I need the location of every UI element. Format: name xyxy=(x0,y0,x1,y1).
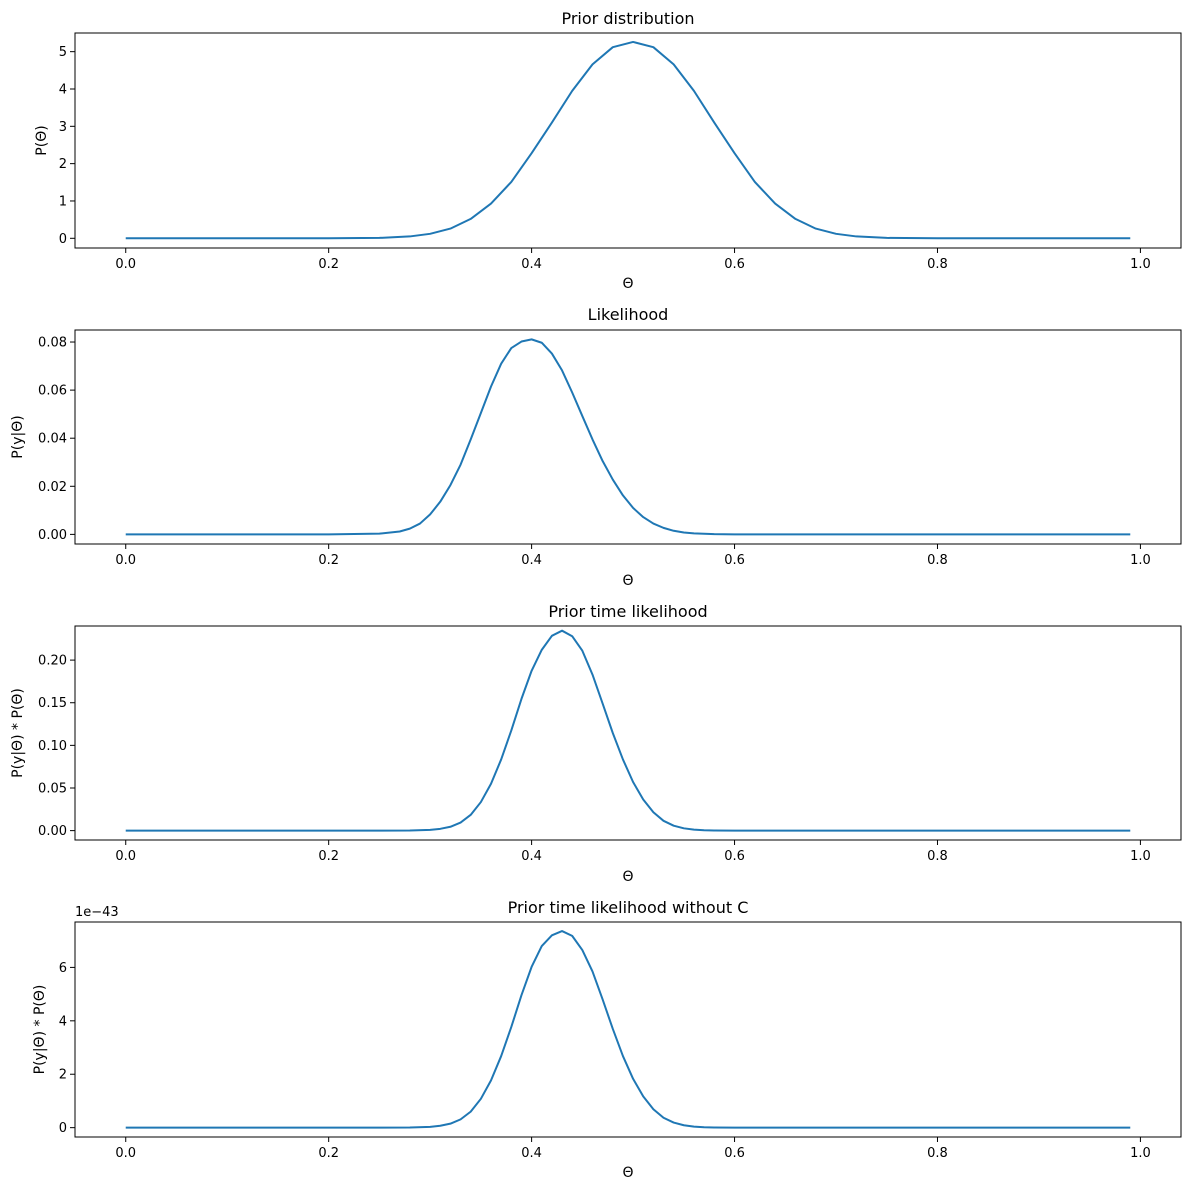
series-line xyxy=(125,338,1131,536)
x-tick-label: 0.8 xyxy=(927,1146,948,1161)
subplot-title: Prior time likelihood xyxy=(548,602,707,621)
y-tick-label: 0 xyxy=(59,1121,67,1136)
x-tick-label: 0.2 xyxy=(318,257,339,272)
y-tick-label: 5 xyxy=(59,45,67,60)
subplot-prior-time-likelihood: Prior time likelihood Θ P(y|Θ) * P(Θ) 0.… xyxy=(10,602,1182,885)
axes-frame xyxy=(74,32,1182,249)
x-tick-label: 1.0 xyxy=(1130,553,1151,568)
y-tick-label: 1 xyxy=(59,194,67,209)
y-tick-label: 0.15 xyxy=(38,696,67,711)
y-tick-label: 4 xyxy=(59,1014,67,1029)
subplot-title: Prior distribution xyxy=(561,9,694,28)
subplot-prior-distribution: Prior distribution Θ P(Θ) 0.0 0.2 0.4 0.6 0.… xyxy=(34,9,1182,292)
y-axis-label: P(Θ) xyxy=(34,125,50,155)
x-tick-label: 0.8 xyxy=(927,257,948,272)
y-tick-label: 4 xyxy=(59,82,67,97)
x-tick-label: 1.0 xyxy=(1130,257,1151,272)
offset-label: 1e−43 xyxy=(75,905,119,920)
series-line xyxy=(125,930,1131,1129)
x-tick-label: 0.4 xyxy=(521,849,542,864)
x-tick-label: 0.2 xyxy=(318,849,339,864)
series-line xyxy=(125,40,1131,240)
y-tick-label: 2 xyxy=(59,1068,67,1083)
y-tick-label: 0.05 xyxy=(38,781,67,796)
y-tick-label: 0.06 xyxy=(38,384,67,399)
y-tick-label: 0.08 xyxy=(38,336,67,351)
x-tick-label: 1.0 xyxy=(1130,1146,1151,1161)
x-tick-label: 0.0 xyxy=(115,1146,136,1161)
subplot-prior-time-likelihood-without-c: Prior time likelihood without C 1e−43 Θ … xyxy=(32,898,1182,1181)
y-tick-label: 0.20 xyxy=(38,654,67,669)
y-tick-label: 0.10 xyxy=(38,739,67,754)
x-tick-label: 0.6 xyxy=(724,849,745,864)
x-tick-label: 0.6 xyxy=(724,1146,745,1161)
y-tick-label: 0.02 xyxy=(38,480,67,495)
axes-frame xyxy=(74,329,1182,545)
x-axis-label: Θ xyxy=(622,1165,633,1181)
y-tick-label: 0.04 xyxy=(38,432,67,447)
y-tick-label: 0.00 xyxy=(38,528,67,543)
x-axis-label: Θ xyxy=(622,573,633,589)
x-tick-label: 0.4 xyxy=(521,257,542,272)
y-tick-label: 6 xyxy=(59,961,67,976)
x-axis-label: Θ xyxy=(622,869,633,885)
series-line xyxy=(125,629,1131,832)
subplot-likelihood: Likelihood Θ P(y|Θ) 0.0 0.2 0.4 0.6 0.8 1.0 0.… xyxy=(10,305,1182,589)
x-axis-label: Θ xyxy=(622,276,633,292)
x-tick-label: 0.8 xyxy=(927,849,948,864)
x-tick-label: 0.4 xyxy=(521,553,542,568)
y-axis-label: P(y|Θ) xyxy=(10,415,26,458)
x-tick-label: 0.6 xyxy=(724,257,745,272)
x-tick-label: 0.2 xyxy=(318,1146,339,1161)
y-axis-label: P(y|Θ) * P(Θ) xyxy=(10,688,26,778)
x-tick-label: 1.0 xyxy=(1130,849,1151,864)
x-tick-label: 0.6 xyxy=(724,553,745,568)
x-tick-label: 0.2 xyxy=(318,553,339,568)
x-tick-label: 0.4 xyxy=(521,1146,542,1161)
x-tick-label: 0.0 xyxy=(115,849,136,864)
subplot-title: Likelihood xyxy=(588,305,669,324)
subplot-title: Prior time likelihood without C xyxy=(508,898,749,917)
y-tick-label: 3 xyxy=(59,120,67,135)
y-tick-label: 2 xyxy=(59,157,67,172)
y-axis-label: P(y|Θ) * P(Θ) xyxy=(32,985,48,1075)
x-tick-label: 0.0 xyxy=(115,553,136,568)
axes-frame xyxy=(74,625,1182,841)
y-tick-label: 0.00 xyxy=(38,824,67,839)
x-tick-label: 0.8 xyxy=(927,553,948,568)
axes-frame xyxy=(74,921,1182,1138)
x-tick-label: 0.0 xyxy=(115,257,136,272)
y-tick-label: 0 xyxy=(59,232,67,247)
